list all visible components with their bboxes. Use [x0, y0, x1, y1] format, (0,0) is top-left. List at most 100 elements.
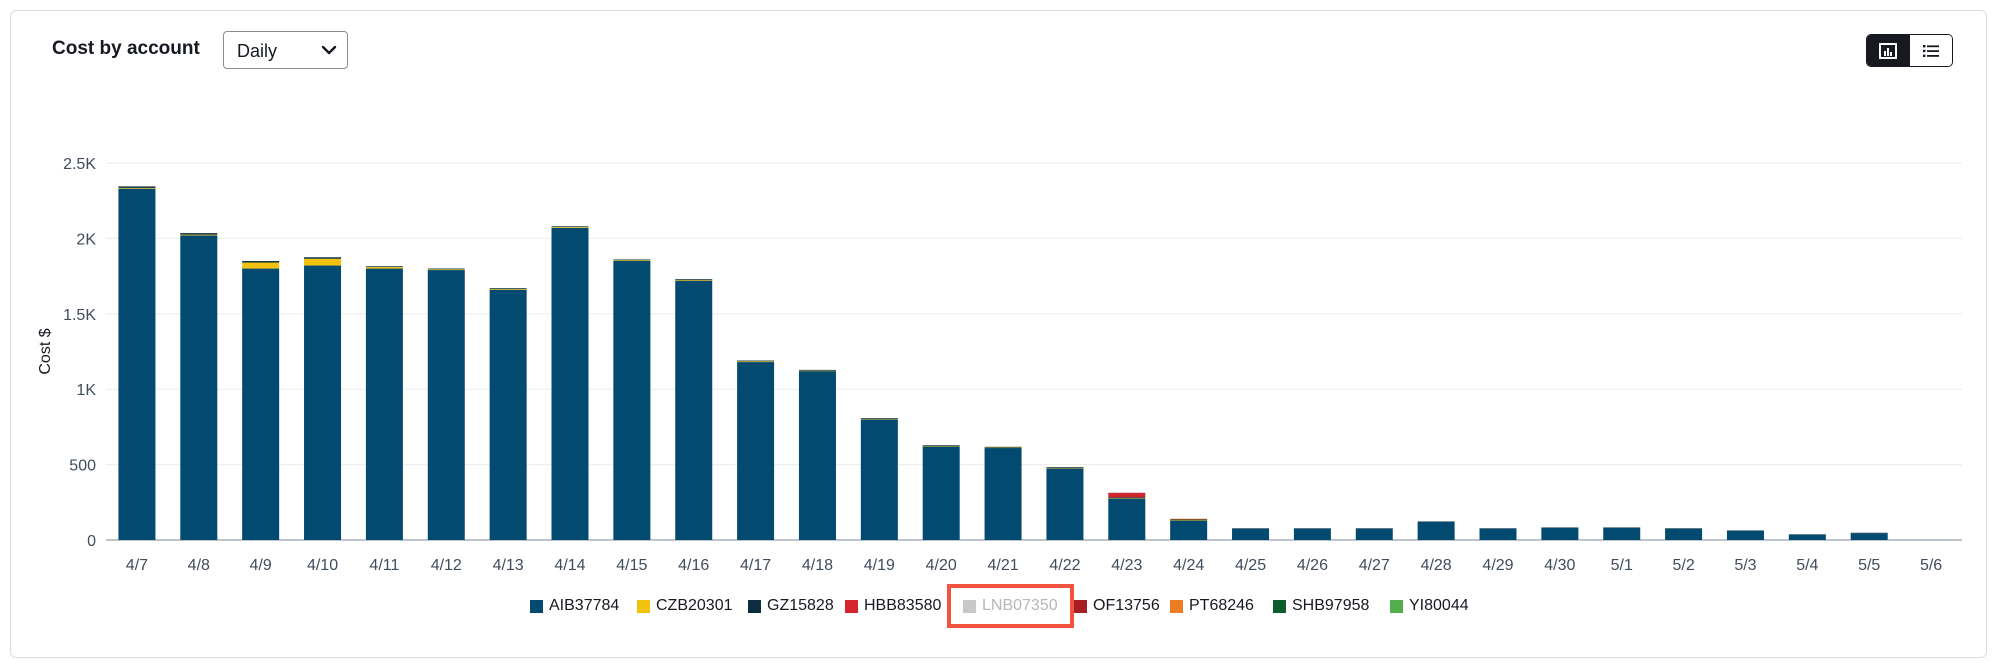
bar-segment [118, 188, 156, 541]
bar-segment [1603, 527, 1641, 540]
legend-label: OF13756 [1093, 597, 1160, 614]
bar-segment [860, 419, 898, 540]
bar-segment [1850, 532, 1888, 534]
legend-label: PT68246 [1189, 597, 1254, 614]
legend-label: SHB97958 [1292, 597, 1370, 614]
bar-segment [304, 257, 342, 259]
view-toggle [1866, 34, 1953, 67]
bar-segment [118, 187, 156, 189]
x-tick-label: 5/2 [1672, 557, 1694, 574]
bar-segment [1665, 528, 1703, 540]
x-tick-label: 4/15 [616, 557, 647, 574]
x-tick-label: 4/25 [1235, 557, 1266, 574]
x-tick-label: 4/17 [740, 557, 771, 574]
legend-label: AIB37784 [549, 597, 620, 614]
bar-segment [551, 226, 589, 228]
legend-item-of13756[interactable]: OF13756 [1074, 588, 1160, 624]
bar-segment [242, 261, 280, 263]
legend-item-shb97958[interactable]: SHB97958 [1273, 588, 1369, 624]
bar-segment [1726, 530, 1764, 540]
x-tick-label: 4/20 [926, 557, 957, 574]
legend-label: HBB83580 [864, 597, 942, 614]
bar-segment [1170, 519, 1208, 521]
bar-segment [427, 268, 465, 270]
bar-segment [365, 267, 403, 269]
legend-item-pt68246[interactable]: PT68246 [1170, 588, 1254, 624]
bar-segment [489, 288, 527, 290]
bar-segment [1355, 528, 1393, 540]
bar-segment [737, 362, 775, 540]
legend-item-hbb83580[interactable]: HBB83580 [845, 588, 941, 624]
chart-title: Cost by account [52, 38, 200, 59]
x-tick-label: 4/30 [1544, 557, 1575, 574]
legend-item-aib37784[interactable]: AIB37784 [530, 588, 619, 624]
legend-swatch [963, 599, 976, 613]
list-icon [1923, 44, 1939, 57]
legend-item-czb20301[interactable]: CZB20301 [637, 588, 733, 624]
x-tick-label: 4/19 [864, 557, 895, 574]
legend-swatch [530, 599, 543, 613]
chevron-down-icon [321, 45, 337, 55]
legend-swatch [1273, 599, 1286, 613]
x-tick-label: 4/26 [1297, 557, 1328, 574]
bar-segment [1232, 528, 1270, 529]
bar-segment [737, 360, 775, 362]
list-view-button[interactable] [1909, 35, 1952, 66]
bar-segment [922, 445, 960, 447]
x-tick-label: 4/27 [1359, 557, 1390, 574]
x-tick-label: 4/7 [126, 557, 148, 574]
x-tick-label: 4/11 [369, 557, 399, 574]
bar-segment [984, 446, 1022, 448]
bar-segment [1232, 528, 1270, 540]
period-select[interactable]: Daily [223, 31, 348, 69]
x-tick-label: 4/8 [188, 557, 210, 574]
bar-segment [922, 446, 960, 447]
bar-segment [365, 268, 403, 540]
x-tick-label: 4/16 [678, 557, 709, 574]
bar-segment [1355, 528, 1393, 529]
bar-segment [1417, 521, 1455, 522]
legend-label: GZ15828 [767, 597, 834, 614]
chart-view-button[interactable] [1867, 35, 1909, 66]
bar-segment [1293, 528, 1331, 540]
x-tick-label: 4/21 [987, 557, 1018, 574]
bar-segment [860, 418, 898, 420]
bar-segment [1046, 467, 1084, 469]
bar-segment [675, 280, 713, 540]
x-tick-label: 4/18 [802, 557, 833, 574]
bar-segment [1108, 492, 1146, 494]
y-tick-label: 2K [76, 231, 96, 248]
x-tick-label: 5/5 [1858, 557, 1880, 574]
bar-segment [860, 418, 898, 419]
legend-item-yi80044[interactable]: YI80044 [1390, 588, 1469, 624]
x-tick-label: 4/9 [250, 557, 272, 574]
bar-segment [737, 361, 775, 363]
bar-segment [180, 233, 218, 235]
bar-segment [1046, 468, 1084, 540]
bar-segment [1479, 528, 1517, 540]
x-tick-label: 4/23 [1111, 557, 1142, 574]
bar-chart-icon [1879, 42, 1897, 59]
legend-item-gz15828[interactable]: GZ15828 [748, 588, 834, 624]
x-tick-label: 5/1 [1611, 557, 1633, 574]
y-tick-label: 500 [69, 458, 96, 475]
legend-swatch [1170, 599, 1183, 613]
bar-segment [798, 369, 836, 371]
bar-segment [1170, 519, 1208, 520]
legend-item-lnb07350[interactable]: LNB07350 [947, 584, 1074, 628]
bar-segment [613, 261, 651, 540]
period-select-value: Daily [237, 41, 278, 61]
legend-swatch [637, 599, 650, 613]
chart-legend: AIB37784 CZB20301 GZ15828 HBB83580 LNB07350 O… [0, 584, 1999, 628]
legend-swatch [1074, 599, 1087, 613]
bar-segment [613, 259, 651, 261]
bar-segment [1665, 528, 1703, 529]
legend-label: CZB20301 [656, 597, 733, 614]
y-tick-label: 0 [87, 533, 96, 550]
bar-segment [1170, 518, 1208, 520]
bar-segment [1108, 498, 1146, 540]
bar-segment [1046, 467, 1084, 468]
x-tick-label: 4/28 [1421, 557, 1452, 574]
legend-swatch [1390, 599, 1403, 613]
x-tick-label: 4/12 [431, 557, 462, 574]
